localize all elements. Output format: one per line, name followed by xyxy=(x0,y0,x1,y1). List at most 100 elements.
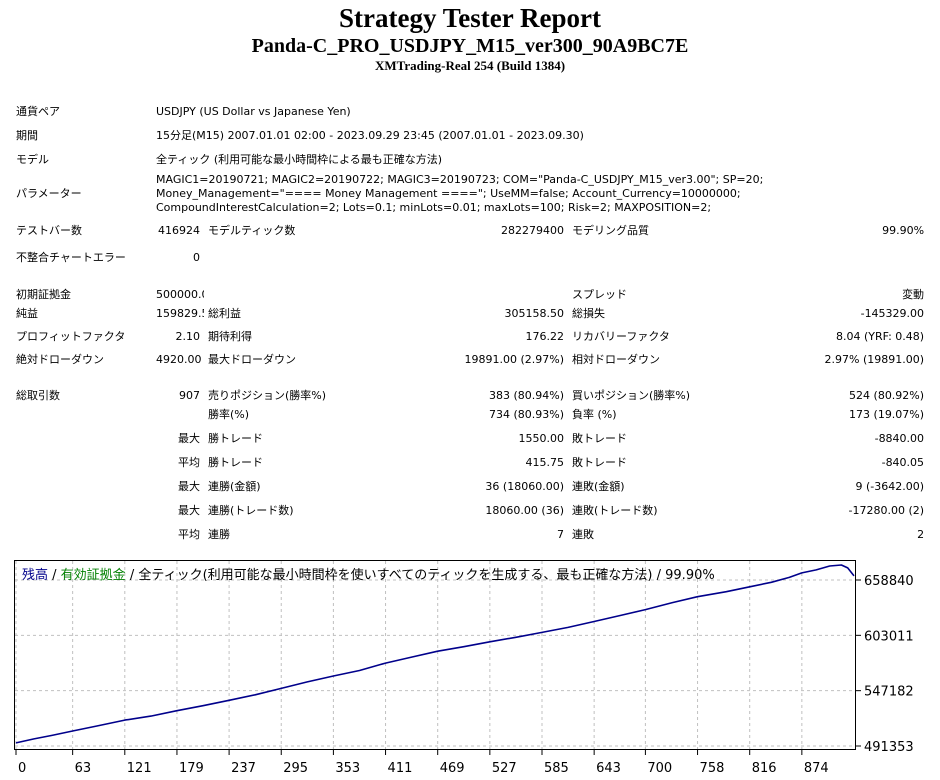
row-mismatch: 不整合チャートエラー 0 xyxy=(12,246,928,270)
title-separator-1: / xyxy=(48,568,61,583)
max-consecutive-losses-value: 9 (-3642.00) xyxy=(855,480,925,493)
average-consecutive-wins-label: 連勝 xyxy=(208,528,230,541)
average-consecutive-losses-value: 2 xyxy=(917,528,925,541)
expert-name: Panda-C_PRO_USDJPY_M15_ver300_90A9BC7E xyxy=(251,35,689,57)
x-tick-label: 237 xyxy=(231,761,256,776)
params-line-1: MAGIC1=20190721; MAGIC2=20190722; MAGIC3… xyxy=(156,173,764,186)
row-model: モデル 全ティック (利用可能な最小時間枠による最も正確な方法) xyxy=(12,148,928,172)
net-profit-label: 純益 xyxy=(16,306,38,320)
report-title: Strategy Tester Report xyxy=(339,3,601,33)
max-consecutive-wins-label: 連勝(金額) xyxy=(208,480,261,493)
mismatch-value: 0 xyxy=(193,251,200,264)
quality-label: モデリング品質 xyxy=(572,224,649,237)
x-tick-label: 121 xyxy=(127,761,152,776)
legend-equity: 有効証拠金 xyxy=(61,567,126,583)
x-tick-label: 353 xyxy=(335,761,360,776)
x-tick-label: 0 xyxy=(18,761,26,776)
rel-drawdown-value: 2.97% (19891.00) xyxy=(824,352,925,366)
recovery-factor-label: リカバリーファクタ xyxy=(572,329,670,343)
long-positions-value: 524 (80.92%) xyxy=(849,389,925,402)
model-value: 全ティック (利用可能な最小時間枠による最も正確な方法) xyxy=(156,153,443,166)
x-tick-label: 816 xyxy=(752,761,777,776)
row-max-consecutive: 最大 連勝(金額) 36 (18060.00) 連敗(金額) 9 (-3642.… xyxy=(12,475,928,499)
recovery-factor-value: 8.04 (YRF: 0.48) xyxy=(835,329,925,343)
long-positions-label: 買いポジション(勝率%) xyxy=(572,389,691,402)
symbol-label: 通貨ペア xyxy=(16,105,60,118)
gross-profit-label: 総利益 xyxy=(208,306,241,320)
x-tick-label: 874 xyxy=(804,761,829,776)
row-net-profit: 純益 159829.50 総利益 305158.50 総損失 -145329.0… xyxy=(12,302,928,325)
max-drawdown-label: 最大ドローダウン xyxy=(208,352,296,366)
deposit-value: 500000.00 xyxy=(156,288,204,301)
spread-value: 変動 xyxy=(902,288,925,301)
row-average-consecutive: 平均 連勝 7 連敗 2 xyxy=(12,523,928,547)
symbol-value: USDJPY (US Dollar vs Japanese Yen) xyxy=(156,105,351,118)
max-consecutive-prefix: 最大 xyxy=(178,480,200,493)
loss-rate-label: 負率 (%) xyxy=(572,408,617,421)
profit-factor-value: 2.10 xyxy=(175,329,201,343)
max-consecutive-profit-label: 連勝(トレード数) xyxy=(208,504,294,517)
report-table: 通貨ペア USDJPY (US Dollar vs Japanese Yen) … xyxy=(12,100,928,547)
x-tick-label: 295 xyxy=(283,761,308,776)
expected-payoff-value: 176.22 xyxy=(525,329,565,343)
total-trades-label: 総取引数 xyxy=(16,389,60,402)
model-label: モデル xyxy=(16,153,49,166)
profit-factor-label: プロフィットファクタ xyxy=(16,329,126,343)
params-line-2: Money_Management="==== Money Management … xyxy=(156,187,741,200)
row-drawdown: 絶対ドローダウン 4920.00 最大ドローダウン 19891.00 (2.97… xyxy=(12,348,928,371)
max-consecutive-wins-value: 36 (18060.00) xyxy=(485,480,564,493)
chart-title: 残高 / 有効証拠金 / 全ティック(利用可能な最小時間枠を使いすべてのティック… xyxy=(22,567,715,583)
gross-loss-label: 総損失 xyxy=(572,306,605,320)
largest-prefix: 最大 xyxy=(178,432,200,445)
max-consecutive-profit-value: 18060.00 (36) xyxy=(485,504,564,517)
max-consecutive-losses-label: 連敗(金額) xyxy=(572,480,625,493)
abs-drawdown-label: 絶対ドローダウン xyxy=(16,352,104,366)
largest-loss-value: -8840.00 xyxy=(874,432,925,445)
loss-rate-value: 173 (19.07%) xyxy=(849,408,925,421)
legend-balance: 残高 xyxy=(22,567,48,583)
quality-value: 99.90% xyxy=(882,224,925,237)
x-tick-label: 63 xyxy=(75,761,92,776)
y-tick-label: 658840 xyxy=(864,574,914,589)
plot-frame xyxy=(14,560,856,750)
row-total-trades: 総取引数 907 売りポジション(勝率%) 383 (80.94%) 買いポジシ… xyxy=(12,371,928,403)
y-tick-label: 491353 xyxy=(864,740,914,755)
x-tick-label: 758 xyxy=(700,761,725,776)
title-separator-2: / xyxy=(126,568,139,583)
row-win-rate: 勝率(%) 734 (80.93%) 負率 (%) 173 (19.07%) xyxy=(12,403,928,427)
y-tick-label: 603011 xyxy=(864,629,914,644)
x-tick-label: 585 xyxy=(544,761,569,776)
balance-chart: 491353 547182 603011 658840 0 63 121 179 237 295… xyxy=(14,560,934,778)
balance-line xyxy=(15,564,855,744)
spread-label: スプレッド xyxy=(572,288,627,301)
chart-grid xyxy=(15,561,855,749)
model-quality-note: 全ティック(利用可能な最小時間枠を使いすべてのティックを生成する、最も正確な方法… xyxy=(138,567,714,583)
chart-background xyxy=(14,560,934,778)
max-drawdown-value: 19891.00 (2.97%) xyxy=(464,352,564,366)
ticks-value: 282279400 xyxy=(501,224,564,237)
average-consecutive-prefix: 平均 xyxy=(178,528,200,541)
y-tick-label: 547182 xyxy=(864,685,914,700)
row-symbol: 通貨ペア USDJPY (US Dollar vs Japanese Yen) xyxy=(12,100,928,124)
row-max-consecutive-count: 最大 連勝(トレード数) 18060.00 (36) 連敗(トレード数) -17… xyxy=(12,499,928,523)
server-info: XMTrading-Real 254 (Build 1384) xyxy=(374,58,566,73)
total-trades-value: 907 xyxy=(179,389,200,402)
gross-loss-value: -145329.00 xyxy=(860,306,925,320)
row-deposit: 初期証拠金 500000.00 スプレッド 変動 xyxy=(12,270,928,302)
bars-value: 416924 xyxy=(158,224,200,237)
row-period: 期間 15分足(M15) 2007.01.01 02:00 - 2023.09.… xyxy=(12,124,928,148)
row-bars: テストバー数 416924 モデルティック数 282279400 モデリング品質… xyxy=(12,216,928,246)
row-largest-trade: 最大 勝トレード 1550.00 敗トレード -8840.00 xyxy=(12,427,928,451)
x-axis-ticks: 0 63 121 179 237 295 353 411 469 527 585 643 700 758 8… xyxy=(15,749,829,776)
chart-lines xyxy=(15,564,855,744)
average-win-label: 勝トレード xyxy=(208,456,263,469)
average-consecutive-wins-value: 7 xyxy=(557,528,564,541)
short-positions-value: 383 (80.94%) xyxy=(488,389,564,402)
abs-drawdown-value: 4920.00 xyxy=(156,352,202,366)
gross-profit-value: 305158.50 xyxy=(504,306,565,320)
x-tick-label: 469 xyxy=(440,761,465,776)
max-consecutive-loss-value: -17280.00 (2) xyxy=(848,504,925,517)
max-consecutive-loss-label: 連敗(トレード数) xyxy=(572,504,658,517)
average-loss-label: 敗トレード xyxy=(572,456,627,469)
average-consecutive-losses-label: 連敗 xyxy=(572,528,594,541)
